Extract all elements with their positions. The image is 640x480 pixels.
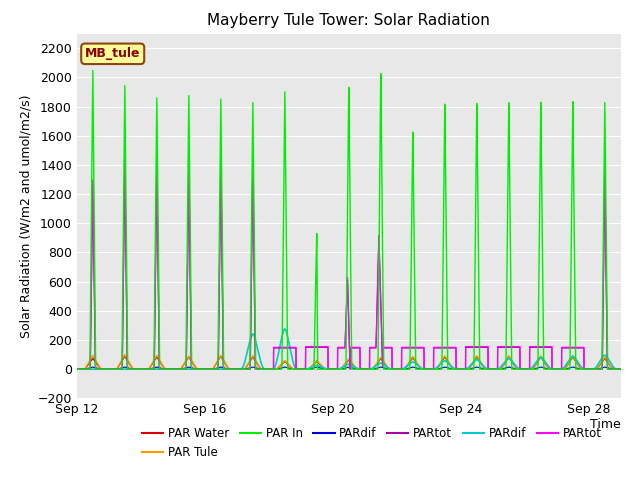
Title: Mayberry Tule Tower: Solar Radiation: Mayberry Tule Tower: Solar Radiation	[207, 13, 490, 28]
Y-axis label: Solar Radiation (W/m2 and umol/m2/s): Solar Radiation (W/m2 and umol/m2/s)	[19, 94, 32, 338]
X-axis label: Time: Time	[590, 418, 621, 431]
Legend: PAR Water, PAR Tule, PAR In, PARdif, PARtot, PARdif, PARtot: PAR Water, PAR Tule, PAR In, PARdif, PAR…	[137, 422, 607, 464]
Text: MB_tule: MB_tule	[85, 48, 140, 60]
